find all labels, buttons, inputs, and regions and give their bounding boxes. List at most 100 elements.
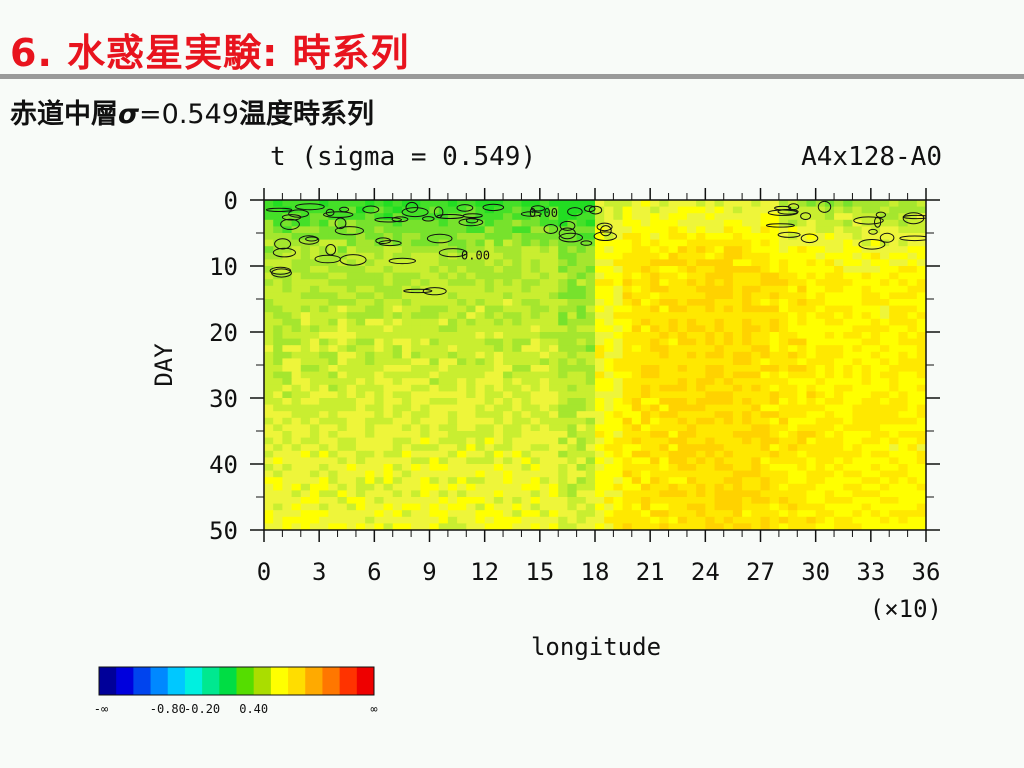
heatmap-cell — [558, 378, 569, 386]
heatmap-cell — [392, 292, 403, 300]
heatmap-cell — [778, 292, 789, 300]
heatmap-cell — [530, 351, 541, 359]
heatmap-cell — [815, 200, 826, 208]
heatmap-cell — [769, 365, 780, 373]
heatmap-cell — [595, 239, 605, 247]
heatmap-cell — [898, 285, 909, 293]
heatmap-cell — [319, 239, 329, 247]
heatmap-cell — [751, 266, 762, 274]
heatmap-cell — [898, 338, 909, 346]
heatmap-cell — [889, 510, 900, 518]
heatmap-cell — [264, 299, 274, 307]
heatmap-cell — [337, 305, 348, 313]
heatmap-cell — [346, 378, 357, 386]
heatmap-cell — [429, 351, 440, 359]
heatmap-cell — [512, 398, 523, 406]
heatmap-cell — [264, 417, 274, 425]
heatmap-cell — [585, 325, 596, 333]
heatmap-cell — [778, 404, 789, 412]
heatmap-cell — [834, 358, 844, 366]
heatmap-cell — [760, 516, 771, 524]
heatmap-cell — [631, 444, 642, 452]
heatmap-cell — [447, 411, 458, 419]
heatmap-cell — [797, 305, 808, 313]
heatmap-cell — [309, 431, 320, 439]
x-tick-label: 21 — [636, 558, 665, 586]
heatmap-cell — [760, 266, 771, 274]
heatmap-cell — [576, 391, 587, 399]
heatmap-cell — [530, 497, 541, 505]
heatmap-cell — [686, 464, 697, 472]
heatmap-cell — [503, 312, 513, 320]
heatmap-cell — [815, 325, 826, 333]
heatmap-cell — [797, 226, 808, 234]
heatmap-cell — [769, 411, 780, 419]
heatmap-cell — [273, 411, 283, 419]
heatmap-cell — [420, 431, 431, 439]
heatmap-cell — [898, 292, 909, 300]
heatmap-cell — [512, 312, 523, 320]
heatmap-cell — [696, 219, 706, 227]
heatmap-cell — [677, 318, 688, 326]
heatmap-cell — [273, 523, 283, 530]
heatmap-cell — [742, 411, 752, 419]
heatmap-cell — [374, 305, 385, 313]
heatmap-cell — [521, 437, 532, 445]
heatmap-cell — [870, 477, 881, 485]
heatmap-cell — [677, 332, 688, 340]
heatmap-cell — [457, 365, 467, 373]
heatmap-cell — [631, 450, 642, 458]
heatmap-cell — [429, 457, 440, 465]
heatmap-cell — [870, 239, 881, 247]
heatmap-cell — [898, 424, 909, 432]
heatmap-cell — [512, 285, 523, 293]
heatmap-cell — [852, 279, 863, 287]
heatmap-cell — [751, 233, 762, 241]
heatmap-cell — [503, 417, 513, 425]
heatmap-cell — [595, 233, 605, 241]
heatmap-cell — [650, 206, 660, 214]
heatmap-cell — [429, 272, 440, 280]
heatmap-cell — [650, 464, 660, 472]
contour-line — [323, 211, 354, 218]
heatmap-cell — [374, 417, 385, 425]
heatmap-cell — [723, 483, 734, 491]
heatmap-cell — [843, 219, 854, 227]
heatmap-cell — [916, 285, 926, 293]
heatmap-cell — [300, 470, 311, 478]
heatmap-cell — [668, 213, 679, 221]
heatmap-cell — [475, 398, 486, 406]
heatmap-cell — [622, 213, 633, 221]
heatmap-cell — [346, 345, 357, 353]
heatmap-cell — [264, 272, 274, 280]
heatmap-cell — [300, 457, 311, 465]
heatmap-cell — [806, 365, 817, 373]
heatmap-cell — [769, 431, 780, 439]
heatmap-cell — [521, 332, 532, 340]
heatmap-cell — [319, 404, 329, 412]
heatmap-cell — [392, 305, 403, 313]
heatmap-cell — [365, 424, 375, 432]
heatmap-cell — [595, 450, 605, 458]
heatmap-cell — [797, 483, 808, 491]
heatmap-cell — [668, 312, 679, 320]
heatmap-cell — [898, 477, 909, 485]
heatmap-cell — [319, 332, 329, 340]
heatmap-cell — [521, 338, 532, 346]
heatmap-cell — [355, 417, 366, 425]
heatmap-cell — [640, 226, 651, 234]
heatmap-cell — [677, 490, 688, 498]
heatmap-cell — [282, 424, 293, 432]
heatmap-cell — [631, 404, 642, 412]
heatmap-cell — [411, 391, 421, 399]
heatmap-cell — [677, 206, 688, 214]
heatmap-cell — [778, 279, 789, 287]
heatmap-cell — [319, 272, 329, 280]
heatmap-cell — [788, 411, 798, 419]
heatmap-cell — [539, 437, 550, 445]
heatmap-cell — [585, 444, 596, 452]
heatmap-cell — [659, 233, 670, 241]
heatmap-cell — [640, 358, 651, 366]
heatmap-cell — [549, 318, 559, 326]
heatmap-cell — [806, 523, 817, 530]
